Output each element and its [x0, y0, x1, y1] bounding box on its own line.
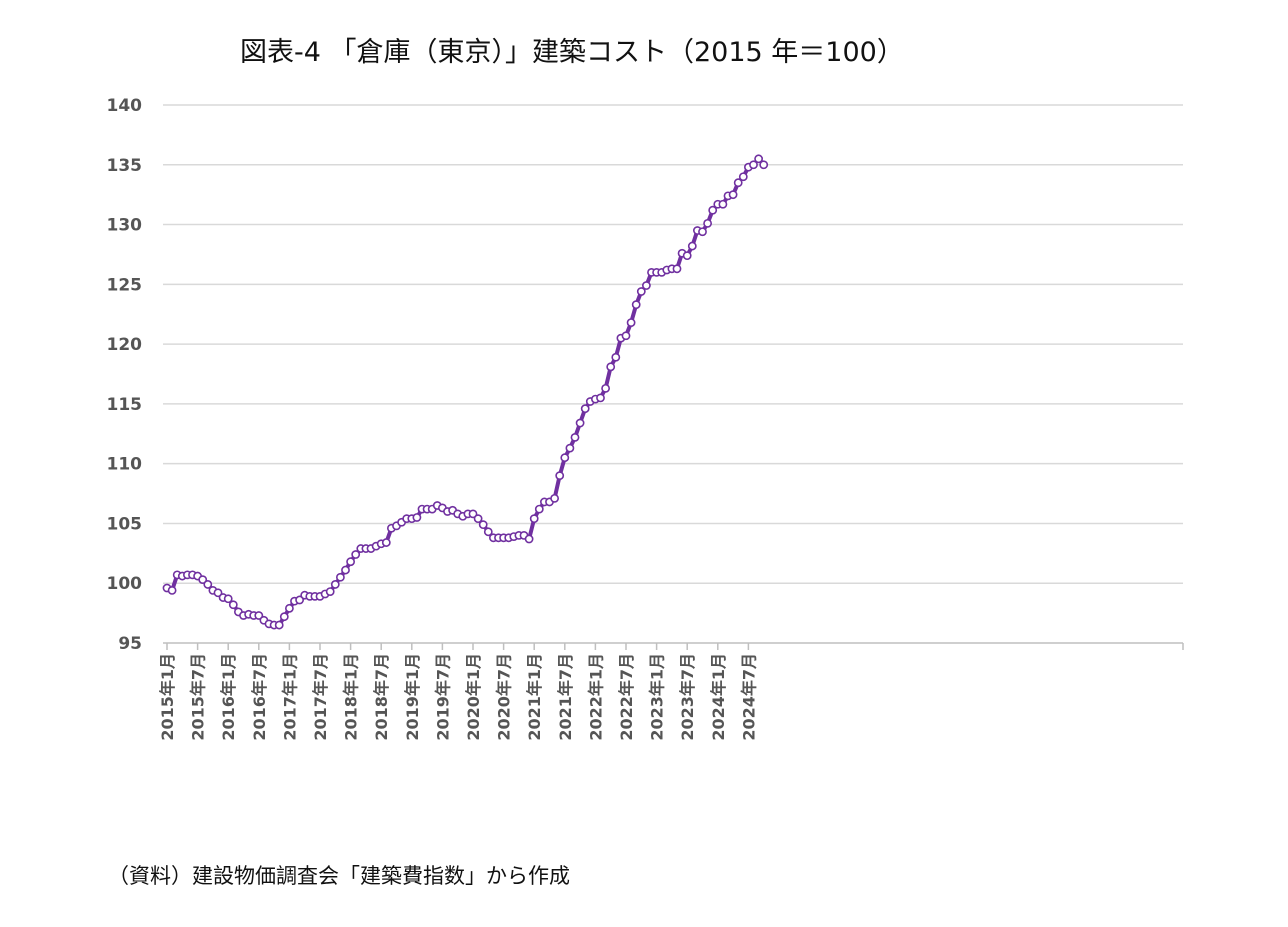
x-tick-label: 2022年7月: [617, 653, 636, 741]
data-point: [575, 418, 585, 428]
data-point: [468, 509, 478, 519]
data-point: [203, 580, 213, 589]
y-tick-label: 135: [107, 156, 143, 176]
x-tick-label: 2024年7月: [739, 653, 758, 741]
data-series: [166, 156, 766, 628]
x-tick-label: 2021年1月: [525, 653, 544, 741]
data-point: [642, 281, 651, 290]
data-point: [596, 393, 605, 403]
x-tick-label: 2020年1月: [464, 653, 483, 741]
data-point: [698, 227, 707, 237]
x-axis-labels: 2015年1月 2015年7月 2016年1月 2016年7月 2017年1月 2017年…: [158, 653, 758, 741]
data-point: [601, 383, 610, 393]
data-point: [570, 432, 580, 442]
data-point: [483, 527, 493, 537]
data-point: [626, 318, 636, 327]
series-line: [166, 156, 766, 628]
data-point: [478, 520, 488, 530]
data-point: [636, 287, 646, 296]
data-point: [524, 534, 534, 544]
data-markers: [162, 154, 769, 630]
data-point: [555, 471, 565, 481]
data-point: [606, 362, 616, 372]
data-point: [351, 550, 361, 559]
data-point: [223, 594, 233, 604]
data-point: [733, 178, 743, 188]
data-point: [534, 504, 544, 514]
data-point: [529, 514, 539, 524]
data-point: [682, 251, 692, 261]
x-tick-label: 2017年7月: [311, 653, 330, 741]
data-point: [167, 585, 177, 595]
data-point: [550, 493, 559, 503]
data-point: [228, 600, 238, 610]
data-point: [274, 620, 284, 630]
data-point: [346, 557, 355, 567]
x-tick-label: 2019年7月: [433, 653, 452, 741]
data-point: [335, 572, 345, 582]
data-point: [279, 612, 289, 622]
data-point: [330, 580, 340, 589]
x-tick-label: 2019年1月: [403, 653, 422, 741]
y-tick-label: 125: [107, 275, 143, 295]
y-tick-label: 140: [107, 96, 143, 116]
data-point: [295, 595, 304, 605]
data-point: [687, 241, 697, 251]
data-point: [473, 514, 483, 524]
x-tick-label: 2015年7月: [189, 653, 208, 741]
y-tick-label: 130: [107, 216, 143, 236]
data-point: [565, 443, 575, 453]
data-point: [560, 453, 570, 463]
y-tick-label: 105: [107, 514, 143, 534]
y-axis-labels: 95 100 105 110 115 120 125 130 135 140: [107, 96, 143, 654]
data-point: [708, 205, 718, 215]
data-point: [672, 264, 682, 274]
x-tick-label: 2018年1月: [342, 653, 361, 741]
x-tick-label: 2020年7月: [495, 653, 514, 741]
data-point: [718, 199, 728, 209]
data-point: [611, 352, 621, 362]
y-tick-label: 100: [107, 574, 143, 594]
data-point: [580, 404, 590, 414]
data-point: [341, 565, 350, 575]
x-axis: [163, 642, 1184, 650]
x-tick-label: 2015年1月: [158, 653, 177, 741]
data-point: [412, 513, 422, 522]
data-point: [738, 172, 748, 182]
data-point: [621, 331, 631, 341]
data-point: [198, 575, 208, 585]
y-tick-label: 120: [107, 335, 143, 355]
data-point: [381, 538, 391, 547]
x-tick-label: 2024年1月: [709, 653, 728, 741]
data-point: [759, 160, 769, 170]
y-tick-label: 95: [118, 634, 142, 654]
y-tick-label: 115: [107, 395, 143, 415]
data-point: [325, 587, 335, 596]
y-tick-label: 110: [107, 455, 143, 475]
x-tick-label: 2017年1月: [280, 653, 299, 741]
gridlines: [163, 104, 1183, 584]
x-tick-label: 2022年1月: [586, 653, 605, 741]
x-tick-label: 2018年7月: [372, 653, 391, 741]
source-note: （資料）建設物価調査会「建築費指数」から作成: [108, 864, 570, 888]
data-point: [284, 603, 294, 613]
data-point: [703, 218, 712, 228]
chart-title: 図表-4 「倉庫（東京）」建築コスト（2015 年＝100）: [240, 37, 904, 68]
x-tick-label: 2016年7月: [250, 653, 269, 741]
data-point: [213, 588, 223, 598]
x-tick-label: 2016年1月: [219, 653, 238, 741]
x-tick-label: 2021年7月: [556, 653, 575, 741]
data-point: [631, 300, 641, 310]
data-point: [728, 190, 738, 200]
data-point: [754, 154, 763, 164]
x-tick-label: 2023年7月: [678, 653, 697, 741]
x-tick-label: 2023年1月: [648, 653, 667, 741]
data-point: [749, 160, 758, 170]
data-point: [254, 611, 264, 620]
